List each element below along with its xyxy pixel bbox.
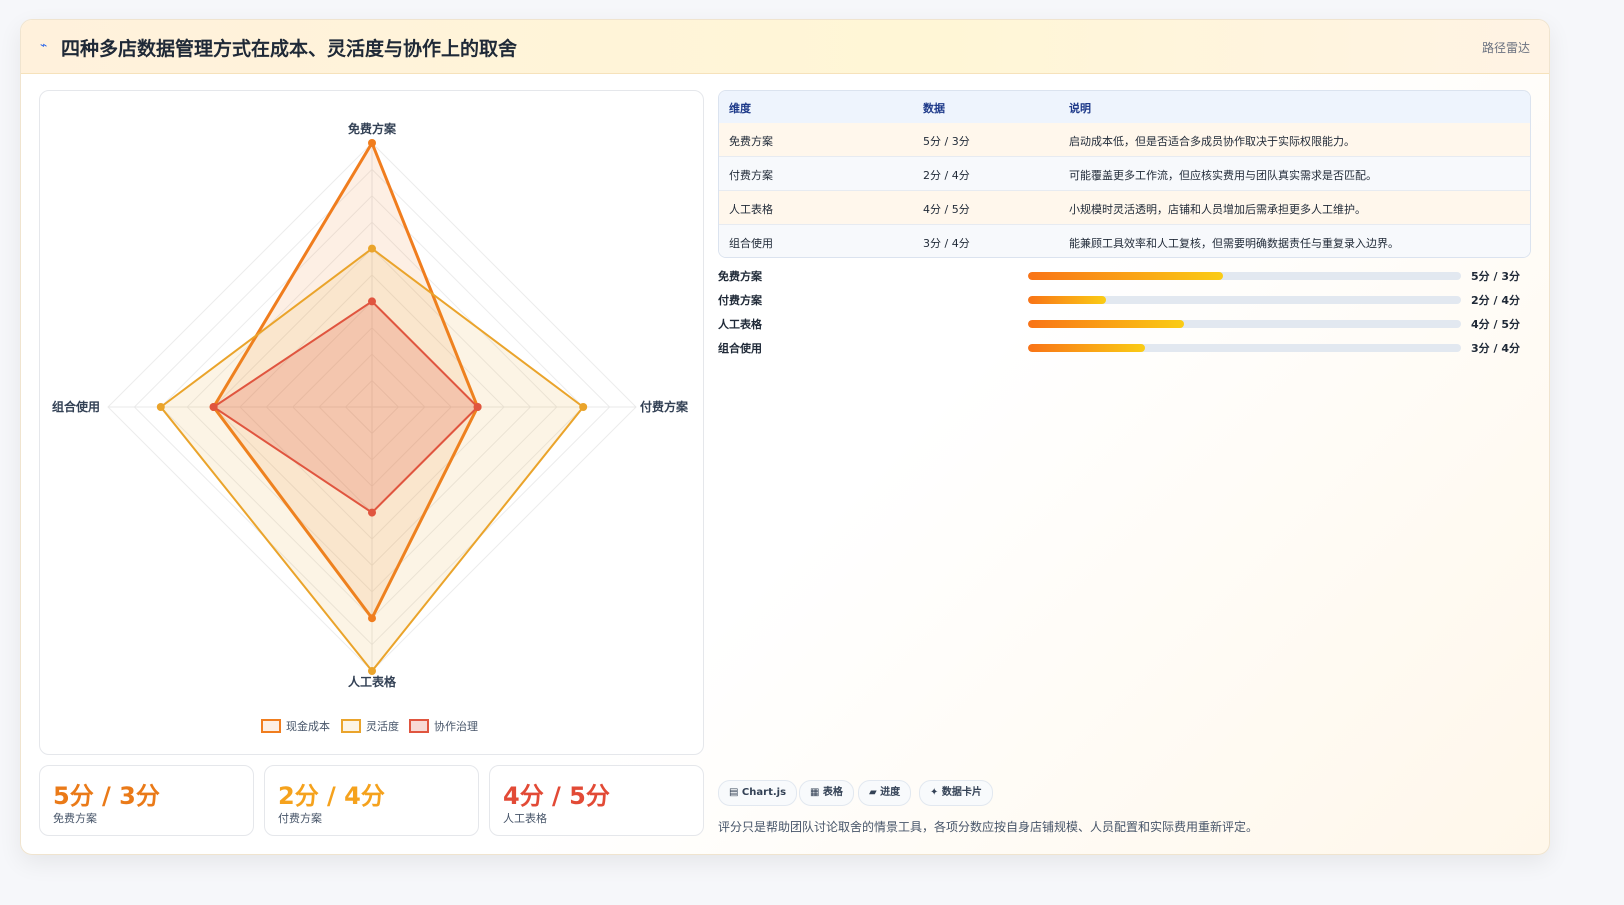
table-header: 维度 — [729, 102, 751, 115]
radar-point — [579, 403, 588, 411]
table-cell: 4分 / 5分 — [923, 203, 970, 216]
progress-value: 2分 / 4分 — [1471, 294, 1520, 307]
radar-point — [368, 297, 376, 306]
chip-chartjs[interactable]: ▤ Chart.js — [718, 780, 798, 806]
progress-track — [1028, 320, 1461, 328]
footnote: 评分只是帮助团队讨论取舍的情景工具，各项分数应按自身店铺规模、人员配置和实际费用… — [718, 820, 1259, 834]
radar-axis-label: 人工表格 — [348, 674, 397, 689]
legend-swatch — [261, 719, 281, 733]
stat-card-manual: 4分 / 5分 人工表格 — [489, 765, 704, 836]
table-cell: 能兼顾工具效率和人工复核，但需要明确数据责任与重复录入边界。 — [1069, 237, 1399, 250]
view-tag: 路径雷达 — [1481, 41, 1530, 55]
radar-point — [368, 508, 376, 517]
radar-point — [368, 244, 376, 253]
stat-label: 免费方案 — [53, 812, 97, 825]
table-cell: 5分 / 3分 — [923, 135, 970, 148]
table-cell: 可能覆盖更多工作流，但应核实费用与团队真实需求是否匹配。 — [1069, 169, 1377, 182]
table-cell: 小规模时灵活透明，店铺和人员增加后需承担更多人工维护。 — [1069, 203, 1366, 216]
stat-label: 付费方案 — [278, 812, 322, 825]
table-row: 免费方案 5分 / 3分 启动成本低，但是否适合多成员协作取决于实际权限能力。 — [719, 123, 1530, 157]
chip-progress[interactable]: ▰ 进度 — [858, 780, 912, 806]
table-row: 人工表格 4分 / 5分 小规模时灵活透明，店铺和人员增加后需承担更多人工维护。 — [719, 191, 1530, 225]
comparison-table: 维度 数据 说明 免费方案 5分 / 3分 启动成本低，但是否适合多成员协作取决… — [718, 90, 1531, 258]
progress-label: 组合使用 — [718, 342, 762, 355]
progress-row: 人工表格 4分 / 5分 — [718, 314, 1520, 334]
progress-track — [1028, 272, 1461, 280]
progress-track — [1028, 344, 1461, 352]
radar-axis-label: 组合使用 — [52, 399, 100, 414]
radar-point — [368, 614, 376, 623]
legend-label: 灵活度 — [366, 719, 399, 733]
stat-value: 2分 / 4分 — [278, 782, 385, 810]
progress-label: 付费方案 — [718, 294, 762, 307]
stat-value: 4分 / 5分 — [503, 782, 610, 810]
table-cell: 2分 / 4分 — [923, 169, 970, 182]
legend-swatch — [409, 719, 429, 733]
table-cell: 3分 / 4分 — [923, 237, 970, 250]
radar-point — [209, 403, 218, 411]
radar-point — [473, 403, 482, 411]
progress-track — [1028, 296, 1461, 304]
legend-label: 现金成本 — [286, 719, 330, 733]
progress-label: 人工表格 — [718, 318, 762, 331]
radar-chart-card: 免费方案付费方案人工表格 组合使用现金成本 灵活度 协作治理 — [39, 90, 704, 755]
radar-point — [156, 403, 165, 411]
stat-label: 人工表格 — [503, 812, 547, 825]
progress-fill — [1028, 320, 1184, 328]
table-cell: 组合使用 — [729, 237, 773, 250]
progress-row: 免费方案 5分 / 3分 — [718, 266, 1520, 286]
table-cell: 免费方案 — [729, 135, 773, 148]
progress-value: 3分 / 4分 — [1471, 342, 1520, 355]
progress-fill — [1028, 272, 1223, 280]
chip-table[interactable]: ▦ 表格 — [799, 780, 854, 806]
progress-row: 付费方案 2分 / 4分 — [718, 290, 1520, 310]
progress-value: 4分 / 5分 — [1471, 318, 1520, 331]
stat-card-free: 5分 / 3分 免费方案 — [39, 765, 254, 836]
legend-label: 协作治理 — [434, 719, 478, 733]
progress-row: 组合使用 3分 / 4分 — [718, 338, 1520, 358]
radar-point — [368, 667, 376, 675]
page-title: 四种多店数据管理方式在成本、灵活度与协作上的取舍 — [61, 38, 518, 60]
table-row: 组合使用 3分 / 4分 能兼顾工具效率和人工复核，但需要明确数据责任与重复录入… — [719, 225, 1530, 257]
table-header: 数据 — [923, 102, 945, 115]
main-panel: ⌁ 四种多店数据管理方式在成本、灵活度与协作上的取舍 路径雷达 免费方案 付费方案… — [20, 19, 1550, 855]
chip-data-card[interactable]: ✦ 数据卡片 — [919, 780, 993, 806]
stat-value: 5分 / 3分 — [53, 782, 160, 810]
table-cell: 人工表格 — [729, 203, 773, 216]
lightning-icon: ⌁ — [40, 38, 48, 52]
stat-card-paid: 2分 / 4分 付费方案 — [264, 765, 479, 836]
progress-value: 5分 / 3分 — [1471, 270, 1520, 283]
progress-fill — [1028, 296, 1106, 304]
table-header-row: 维度 数据 说明 — [719, 91, 1530, 124]
radar-axis-label: 免费方案 — [348, 121, 397, 136]
table-row: 付费方案 2分 / 4分 可能覆盖更多工作流，但应核实费用与团队真实需求是否匹配… — [719, 157, 1530, 191]
header-bar: ⌁ 四种多店数据管理方式在成本、灵活度与协作上的取舍 路径雷达 — [21, 20, 1549, 74]
radar-point — [368, 139, 376, 147]
table-header: 说明 — [1069, 102, 1091, 115]
progress-fill — [1028, 344, 1145, 352]
table-cell: 启动成本低，但是否适合多成员协作取决于实际权限能力。 — [1069, 135, 1355, 148]
legend-swatch — [341, 719, 361, 733]
radar-axis-label: 付费方案 — [640, 399, 689, 414]
progress-label: 免费方案 — [718, 270, 762, 283]
table-cell: 付费方案 — [729, 169, 773, 182]
